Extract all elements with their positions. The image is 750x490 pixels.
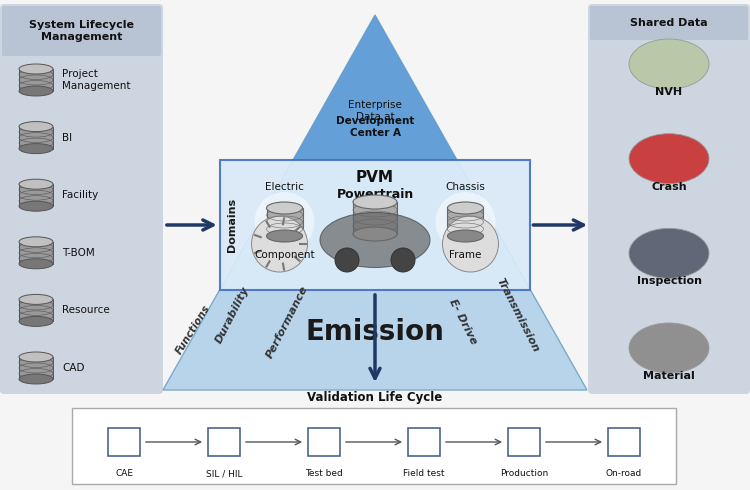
Ellipse shape	[19, 86, 53, 96]
Bar	[308, 428, 340, 456]
Bar	[508, 428, 540, 456]
Text: Facility: Facility	[62, 190, 98, 200]
Ellipse shape	[19, 122, 53, 132]
Text: Frame: Frame	[449, 250, 482, 260]
Circle shape	[442, 216, 499, 272]
Ellipse shape	[19, 259, 53, 269]
Bar	[208, 428, 240, 456]
Text: Performance: Performance	[265, 284, 310, 360]
Bar	[19, 242, 53, 264]
Text: BI: BI	[62, 133, 72, 143]
Ellipse shape	[629, 323, 709, 373]
Ellipse shape	[320, 213, 430, 268]
Ellipse shape	[19, 201, 53, 211]
Circle shape	[251, 216, 308, 272]
Ellipse shape	[266, 230, 302, 242]
Ellipse shape	[19, 294, 53, 304]
Text: Powertrain: Powertrain	[336, 188, 414, 201]
Bar	[19, 184, 53, 206]
Ellipse shape	[19, 179, 53, 189]
Text: Development
Center A: Development Center A	[336, 116, 414, 138]
Text: Project
Management: Project Management	[62, 69, 130, 91]
Ellipse shape	[266, 202, 302, 214]
Text: Production: Production	[500, 469, 548, 479]
FancyBboxPatch shape	[590, 6, 748, 40]
Circle shape	[254, 192, 314, 252]
Bar	[608, 428, 640, 456]
Text: Functions: Functions	[174, 303, 212, 356]
Text: E- Drive: E- Drive	[447, 298, 478, 346]
Text: Crash: Crash	[651, 182, 687, 192]
Text: Emission: Emission	[305, 318, 445, 346]
Circle shape	[391, 248, 415, 272]
Text: Electric: Electric	[265, 182, 304, 192]
Text: Chassis: Chassis	[446, 182, 485, 192]
Text: T-BOM: T-BOM	[62, 248, 94, 258]
Text: Domains: Domains	[226, 198, 236, 252]
Circle shape	[335, 248, 359, 272]
Ellipse shape	[19, 237, 53, 247]
Ellipse shape	[448, 202, 484, 214]
Bar	[19, 126, 53, 148]
Ellipse shape	[629, 228, 709, 278]
Bar	[19, 69, 53, 91]
Bar	[448, 208, 484, 236]
Bar	[266, 208, 302, 236]
Bar	[108, 428, 140, 456]
Ellipse shape	[448, 230, 484, 242]
Text: Test bed: Test bed	[305, 469, 343, 479]
Bar	[353, 202, 397, 234]
Text: Material: Material	[643, 371, 694, 381]
Bar	[19, 299, 53, 321]
Text: Component: Component	[254, 250, 315, 260]
Text: SIL / HIL: SIL / HIL	[206, 469, 242, 479]
Bar	[72, 408, 676, 484]
Bar	[19, 357, 53, 379]
Polygon shape	[293, 15, 457, 160]
Text: Validation Life Cycle: Validation Life Cycle	[308, 391, 442, 404]
Text: CAD: CAD	[62, 363, 85, 373]
FancyBboxPatch shape	[2, 6, 161, 56]
Text: Transmission: Transmission	[495, 276, 541, 354]
Bar	[408, 428, 440, 456]
Text: Durability: Durability	[214, 285, 250, 345]
Ellipse shape	[19, 64, 53, 74]
Text: NVH: NVH	[656, 87, 682, 97]
Ellipse shape	[353, 195, 397, 209]
Ellipse shape	[353, 227, 397, 241]
Text: Resource: Resource	[62, 305, 110, 316]
Text: Enterprise
Data at: Enterprise Data at	[348, 99, 402, 122]
Ellipse shape	[19, 144, 53, 153]
Text: Field test: Field test	[404, 469, 445, 479]
Text: Shared Data: Shared Data	[630, 18, 708, 28]
Text: CAE: CAE	[115, 469, 133, 479]
Ellipse shape	[19, 374, 53, 384]
Text: Inspection: Inspection	[637, 276, 701, 286]
Ellipse shape	[629, 39, 709, 89]
FancyBboxPatch shape	[220, 160, 530, 290]
Text: PVM: PVM	[356, 170, 394, 185]
Text: On-road: On-road	[606, 469, 642, 479]
FancyBboxPatch shape	[588, 4, 750, 394]
Polygon shape	[163, 15, 587, 390]
Ellipse shape	[19, 317, 53, 326]
FancyBboxPatch shape	[0, 4, 163, 394]
Ellipse shape	[19, 352, 53, 362]
Circle shape	[436, 192, 496, 252]
Ellipse shape	[629, 134, 709, 184]
Text: System Lifecycle
Management: System Lifecycle Management	[29, 20, 134, 42]
